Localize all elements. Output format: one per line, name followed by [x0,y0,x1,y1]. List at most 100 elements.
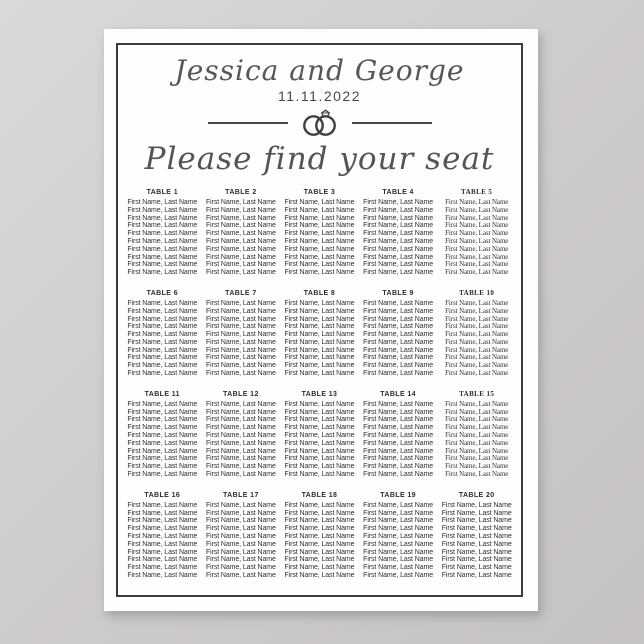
guest-name: First Name, Last Name [284,564,355,572]
table-title: TABLE 10 [459,288,495,297]
guest-name: First Name, Last Name [127,206,198,214]
guest-name: First Name, Last Name [284,346,355,354]
table-title: TABLE 14 [380,390,416,398]
guest-name: First Name, Last Name [127,501,198,509]
table-title: TABLE 20 [458,491,495,499]
guest-name: First Name, Last Name [445,314,509,323]
guest-name: First Name, Last Name [445,244,509,253]
table-block: TABLE 12 First Name, Last Name First Name,… [203,390,280,479]
table-block: TABLE 17 First Name, Last Name First Name,… [203,491,280,580]
guest-name: First Name, Last Name [445,353,509,362]
guest-name: First Name, Last Name [284,237,355,245]
guest-name: First Name, Last Name [205,245,276,253]
guest-name: First Name, Last Name [127,540,198,548]
table-block: TABLE 9 First Name, Last Name First Name, … [360,289,437,378]
guest-name: First Name, Last Name [127,533,198,541]
wedding-date: 11.11.2022 [278,88,361,105]
table-title: TABLE 12 [223,390,259,398]
guest-name: First Name, Last Name [445,438,509,447]
guest-name: First Name, Last Name [445,197,509,206]
guest-name: First Name, Last Name [205,206,276,214]
table-block: TABLE 8 First Name, Last Name First Name, … [281,289,358,378]
poster-border-frame: Jessica and George 11.11.2022 Please fin… [116,43,523,597]
guest-name: First Name, Last Name [284,198,355,206]
guest-name: First Name, Last Name [284,416,355,424]
guest-name: First Name, Last Name [127,323,198,331]
guest-name: First Name, Last Name [205,447,276,455]
table-block: TABLE 16 First Name, Last Name First Name,… [124,491,201,580]
table-block: TABLE 15 First Name, Last Name First Name,… [438,390,515,479]
guest-name: First Name, Last Name [284,214,355,222]
seating-chart-poster: Jessica and George 11.11.2022 Please fin… [104,29,538,611]
guest-name: First Name, Last Name [284,323,355,331]
guest-name: First Name, Last Name [127,370,198,378]
find-your-seat-subtitle: Please find your seat [144,141,495,178]
guest-name: First Name, Last Name [284,408,355,416]
guest-name: First Name, Last Name [445,399,509,408]
guest-name: First Name, Last Name [284,501,355,509]
guest-name: First Name, Last Name [445,229,509,238]
guest-name: First Name, Last Name [363,362,434,370]
guest-name: First Name, Last Name [363,269,434,277]
guest-name: First Name, Last Name [363,261,434,269]
guest-name: First Name, Last Name [284,517,355,525]
guest-name: First Name, Last Name [205,362,276,370]
table-title: TABLE 1 [146,188,179,196]
guest-name: First Name, Last Name [284,455,355,463]
guest-name: First Name, Last Name [445,322,509,331]
table-title: TABLE 18 [301,491,338,499]
guest-name: First Name, Last Name [205,556,276,564]
guest-name: First Name, Last Name [205,307,276,315]
guest-name: First Name, Last Name [284,533,355,541]
guest-name: First Name, Last Name [127,572,198,580]
guest-name: First Name, Last Name [445,345,509,354]
table-block: TABLE 2 First Name, Last Name First Name, … [203,188,280,277]
guest-name: First Name, Last Name [284,509,355,517]
guest-name: First Name, Last Name [284,447,355,455]
guest-name: First Name, Last Name [363,455,434,463]
guest-name: First Name, Last Name [363,331,434,339]
guest-name: First Name, Last Name [284,331,355,339]
guest-name: First Name, Last Name [127,198,198,206]
guest-name: First Name, Last Name [127,416,198,424]
guest-name: First Name, Last Name [445,330,509,339]
table-title: TABLE 15 [459,389,495,398]
guest-name: First Name, Last Name [445,221,509,230]
guest-name: First Name, Last Name [445,431,509,440]
guest-name: First Name, Last Name [363,408,434,416]
guest-name: First Name, Last Name [441,533,512,541]
couple-names-title: Jessica and George [174,54,465,87]
guest-name: First Name, Last Name [127,245,198,253]
guest-name: First Name, Last Name [284,222,355,230]
guest-name: First Name, Last Name [363,338,434,346]
guest-name: First Name, Last Name [127,517,198,525]
guest-name: First Name, Last Name [205,540,276,548]
table-block: TABLE 5 First Name, Last Name First Name, … [438,188,515,277]
guest-name: First Name, Last Name [445,213,509,222]
guest-name: First Name, Last Name [441,548,512,556]
guest-name: First Name, Last Name [363,253,434,261]
guest-name: First Name, Last Name [127,439,198,447]
guest-name: First Name, Last Name [127,432,198,440]
guest-name: First Name, Last Name [205,533,276,541]
guest-name: First Name, Last Name [127,556,198,564]
table-title: TABLE 2 [225,188,257,196]
table-title: TABLE 16 [144,491,181,499]
guest-name: First Name, Last Name [284,315,355,323]
guest-name: First Name, Last Name [127,362,198,370]
guest-name: First Name, Last Name [363,447,434,455]
guest-name: First Name, Last Name [363,230,434,238]
guest-name: First Name, Last Name [445,446,509,455]
guest-name: First Name, Last Name [205,346,276,354]
guest-name: First Name, Last Name [284,362,355,370]
guest-name: First Name, Last Name [205,323,276,331]
guest-name: First Name, Last Name [205,432,276,440]
guest-name: First Name, Last Name [445,369,509,378]
guest-name: First Name, Last Name [445,470,509,479]
guest-name: First Name, Last Name [127,253,198,261]
guest-name: First Name, Last Name [127,354,198,362]
table-title: TABLE 6 [146,289,179,297]
guest-name: First Name, Last Name [284,424,355,432]
guest-name: First Name, Last Name [441,517,512,525]
